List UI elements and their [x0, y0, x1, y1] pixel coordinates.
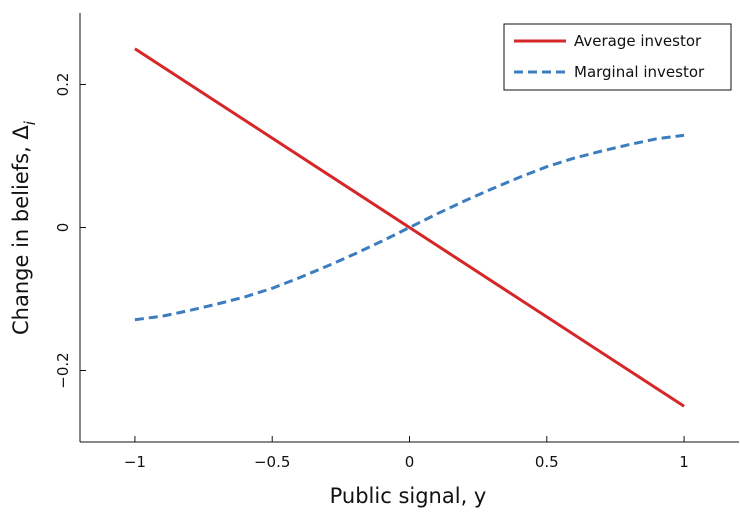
y-axis-title-text: Change in beliefs, Δ [9, 125, 33, 335]
legend-box [503, 23, 732, 91]
legend-label-marginal-investor: Marginal investor [574, 63, 705, 81]
x-tick-label: −1 [124, 453, 146, 471]
x-axis-title: Public signal, y [330, 484, 487, 508]
series-line-average-investor [134, 47, 685, 408]
legend: Average investor Marginal investor [503, 23, 732, 91]
x-tick-label: 0 [405, 453, 415, 471]
y-tick-label: 0.2 [54, 73, 72, 97]
x-tick-label: 1 [679, 453, 689, 471]
x-axis-ticks: −1 −0.5 0 0.5 1 [124, 436, 689, 471]
x-tick-label: 0.5 [535, 453, 559, 471]
y-axis-title-subscript: i [21, 120, 39, 125]
y-axis-title: Change in beliefs, Δi [9, 120, 39, 335]
series-lines [134, 47, 685, 408]
y-tick-label: −0.2 [54, 352, 72, 388]
x-tick-label: −0.5 [254, 453, 290, 471]
legend-label-average-investor: Average investor [574, 32, 702, 50]
y-axis-ticks: −0.2 0 0.2 [54, 73, 86, 389]
y-tick-label: 0 [54, 223, 72, 233]
